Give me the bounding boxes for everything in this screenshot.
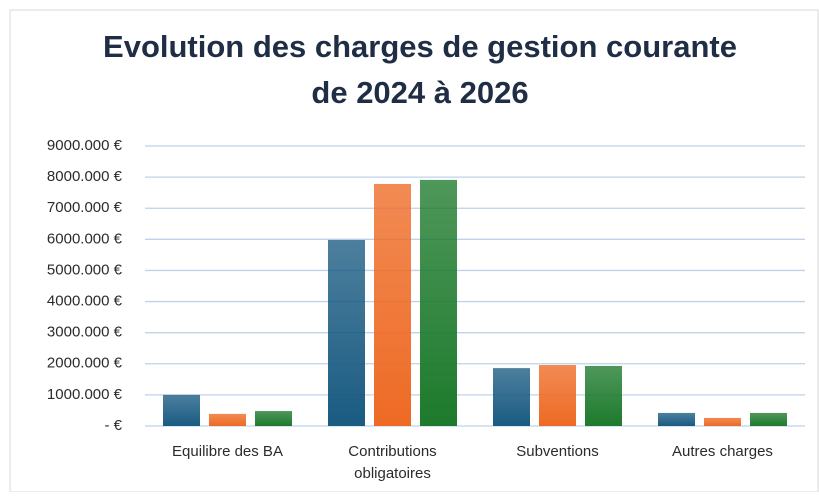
x-tick-box: Contributions obligatoires	[348, 443, 437, 482]
x-tick-box: Autres charges	[672, 443, 773, 460]
bar	[163, 394, 200, 426]
bar	[539, 365, 576, 426]
y-tick-label: 8000.000 €	[47, 168, 123, 185]
y-tick-label: 6000.000 €	[47, 230, 123, 247]
bar	[585, 365, 622, 426]
bar	[750, 412, 787, 426]
bar	[374, 183, 411, 426]
y-tick-label: 7000.000 €	[47, 199, 123, 216]
y-tick-label: 1000.000 €	[47, 386, 123, 403]
y-tick-label: 9000.000 €	[47, 137, 123, 154]
bar	[209, 413, 246, 426]
bar	[255, 411, 292, 426]
chart-title: Evolution des charges de gestion courant…	[103, 29, 737, 110]
title-box: Evolution des charges de gestion courant…	[103, 29, 737, 110]
bar	[658, 412, 695, 426]
x-tick-label: Subventions	[516, 443, 599, 460]
y-tick-label: - €	[104, 417, 122, 434]
y-tick-label: 2000.000 €	[47, 355, 123, 372]
y-tick-label: 4000.000 €	[47, 293, 123, 310]
chart-frame	[9, 9, 819, 493]
y-tick-label: 3000.000 €	[47, 324, 123, 341]
bar	[493, 368, 530, 426]
bar	[328, 239, 365, 426]
x-tick-label: Autres charges	[672, 443, 773, 460]
y-tick-label: 5000.000 €	[47, 261, 123, 278]
x-tick-label: Contributions obligatoires	[348, 443, 437, 482]
x-tick-box: Subventions	[516, 443, 599, 460]
x-tick-box: Equilibre des BA	[172, 443, 283, 460]
bar	[420, 179, 457, 426]
bar	[704, 417, 741, 426]
x-tick-label: Equilibre des BA	[172, 443, 283, 460]
